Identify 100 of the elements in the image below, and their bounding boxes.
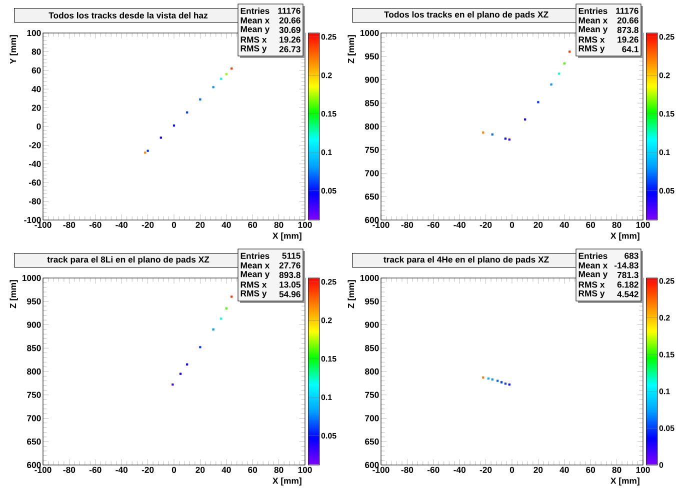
y-tick-label: 950 (365, 53, 379, 60)
x-tick-label: 100 (636, 222, 650, 228)
text: -14.83 (614, 262, 638, 268)
y-tick-label: 950 (365, 298, 379, 304)
text: 11176 (278, 8, 300, 14)
chart-title: track para el 8Li en el plano de pads XZ (47, 256, 210, 264)
x-tick-label: 20 (196, 222, 205, 228)
x-tick-label: 0 (510, 222, 514, 228)
annotation: 781.3 (617, 272, 638, 278)
y-tick-label: 700 (365, 415, 379, 422)
chart-title: track para el 4He en el plano de pads XZ (384, 256, 549, 264)
color-bar-label: 0.15 (321, 110, 336, 117)
x-tick-label: -20 (142, 466, 154, 473)
color-bar-label: 0.05 (659, 188, 674, 194)
y-tick-label: 700 (27, 415, 41, 422)
x-tick-label: 60 (248, 466, 258, 473)
x-tick-label: 20 (534, 222, 543, 228)
annotation: RMS y (240, 45, 267, 54)
y-tick-label: -60 (28, 180, 41, 186)
x-tick-label: -80 (63, 222, 76, 228)
text: 683 (624, 252, 638, 259)
color-bar-label: 0.2 (321, 72, 332, 78)
color-bar-label: 0 (659, 462, 664, 468)
color-bar-label: 0.2 (659, 72, 670, 78)
y-tick-label: 600 (27, 462, 41, 468)
y-axis-title: Z [mm] (10, 280, 18, 308)
x-tick-label: 60 (248, 222, 258, 228)
color-bar-label: 0.1 (321, 394, 332, 400)
y-tick-label: 600 (365, 216, 379, 224)
x-tick-label: 0 (172, 222, 176, 228)
color-bar-label: 0.25 (659, 278, 674, 284)
text: Mean x (578, 17, 608, 24)
text: 27.76 (279, 262, 300, 268)
x-tick-label: 100 (298, 222, 312, 228)
color-bar-label: 0.05 (321, 188, 336, 194)
annotation: 54.96 (279, 291, 300, 298)
x-axis-title: X [mm] (272, 232, 302, 241)
y-tick-label: 1000 (22, 274, 41, 282)
text: Entries (240, 252, 270, 259)
x-tick-label: 0 (172, 466, 176, 473)
color-bar-label: 0.1 (321, 149, 332, 156)
annotation: Mean y (240, 26, 270, 34)
x-tick-label: -80 (63, 466, 76, 473)
text: Entries (578, 252, 608, 259)
x-axis-title: X [mm] (610, 477, 640, 486)
y-tick-label: 1000 (360, 30, 379, 36)
x-tick-label: 20 (534, 466, 543, 473)
x-tick-label: 40 (560, 222, 569, 228)
y-tick-label: 600 (365, 462, 379, 468)
color-bar-label: 0.25 (321, 34, 336, 40)
x-tick-label: -40 (116, 466, 128, 473)
annotation: 873.8 (617, 26, 638, 34)
chart-title: Todos los tracks en el plano de pads XZ (384, 11, 548, 20)
y-tick-label: -20 (28, 142, 41, 148)
x-tick-label: -20 (480, 466, 492, 473)
y-tick-label: 800 (364, 368, 379, 375)
y-tick-label: 20 (32, 104, 41, 111)
annotation: 26.73 (279, 46, 300, 52)
text: Mean x (240, 17, 270, 24)
y-tick-label: 650 (365, 194, 379, 200)
y-axis-title: Y [mm] (10, 35, 18, 64)
color-bar-label: 0.25 (321, 279, 336, 285)
x-tick-label: -60 (427, 466, 440, 473)
color-bar-label: 0.05 (659, 425, 674, 432)
annotation: RMS x (578, 36, 605, 43)
annotation: 4.542 (617, 291, 638, 298)
y-tick-label: 800 (27, 368, 41, 375)
text: 20.66 (617, 17, 638, 24)
x-tick-label: 80 (612, 466, 622, 473)
y-tick-label: -40 (28, 160, 41, 167)
y-tick-label: 700 (365, 170, 379, 176)
x-tick-label: 80 (274, 222, 284, 228)
annotation: 893.8 (279, 272, 300, 278)
x-tick-label: -100 (372, 466, 390, 473)
x-tick-label: 60 (586, 222, 596, 228)
x-tick-label: 0 (510, 466, 514, 473)
x-tick-label: -60 (89, 466, 102, 473)
color-bar-label: 0.2 (659, 314, 670, 321)
x-tick-label: -20 (142, 222, 154, 228)
color-bar-label: 0.1 (659, 149, 670, 156)
x-tick-label: 80 (274, 466, 284, 473)
annotation: 19.26 (280, 36, 300, 43)
annotation: 6.182 (617, 282, 638, 288)
y-tick-label: 950 (27, 298, 41, 304)
annotation: Mean y (240, 271, 270, 279)
x-tick-label: -80 (401, 222, 414, 228)
color-bar-label: 0.15 (321, 356, 336, 362)
y-tick-label: 900 (27, 322, 41, 328)
color-bar-label: 0.2 (321, 317, 332, 324)
annotation: 19.26 (618, 36, 638, 43)
text: Entries (578, 8, 608, 14)
y-tick-label: 900 (365, 322, 379, 328)
annotation: Mean y (578, 26, 608, 34)
y-tick-label: 80 (32, 48, 41, 55)
color-bar-label: 0.15 (659, 110, 674, 117)
annotation: RMS y (578, 45, 605, 54)
annotation: Mean y (578, 271, 608, 279)
y-tick-label: 40 (32, 86, 41, 92)
x-tick-label: -40 (116, 222, 128, 228)
color-bar-label: 0.15 (659, 352, 674, 358)
